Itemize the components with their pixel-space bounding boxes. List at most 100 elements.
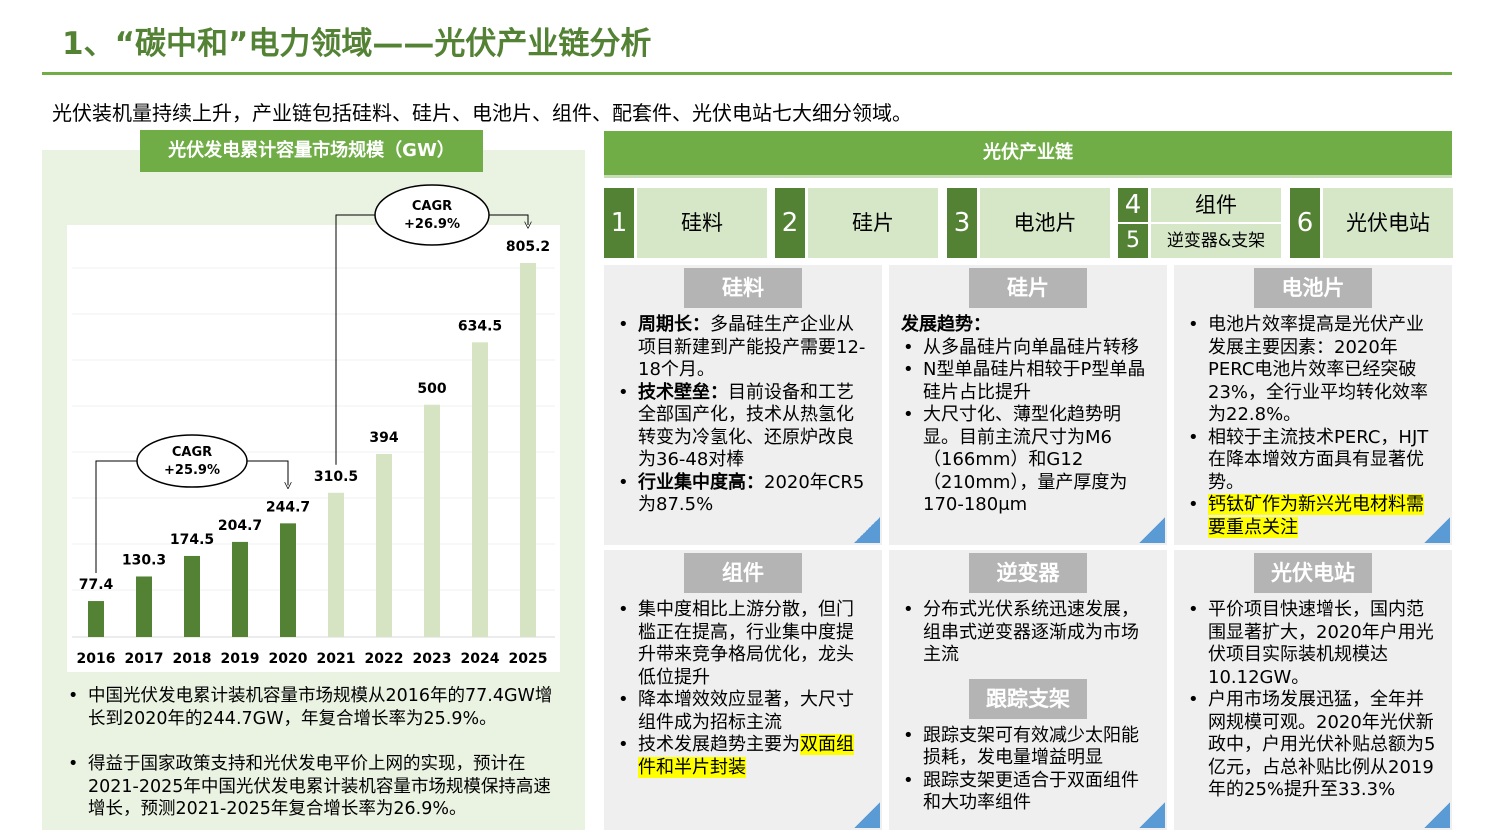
cagr-connector [95,460,137,574]
card-body: 电池片效率提高是光伏产业发展主要因素：2020年PERC电池片效率已经突破23%… [1174,308,1452,539]
bold-text: 行业集中度高： [638,471,764,493]
card-tab: 跟踪支架 [969,678,1087,719]
card-body: 发展趋势：从多晶硅片向单晶硅片转移N型单晶硅片相较于P型单晶硅片占比提升大尺寸化… [889,308,1167,517]
bar [424,404,440,637]
value-label: 244.7 [266,499,310,515]
value-label: 77.4 [79,577,114,593]
corner-triangle [1424,802,1450,828]
card: 逆变器分布式光伏系统迅速发展，组串式逆变器逐渐成为市场主流跟踪支架跟踪支架可有效… [889,550,1167,830]
card: 光伏电站平价项目快速增长，国内范围显著扩大，2020年户用光伏项目实际装机规模达… [1174,550,1452,830]
item-text: 目前设备和工艺全部国产化，技术从热氢化转变为冷氢化、还原炉改良为36-48对棒 [638,381,854,471]
step-number: 5 [1118,224,1148,258]
item-text: 从多晶硅片向单晶硅片转移 [923,336,1139,358]
bullet-item: 平价项目快速增长，国内范围显著扩大，2020年户用光伏项目实际装机规模达10.1… [1188,599,1440,689]
card: 电池片电池片效率提高是光伏产业发展主要因素：2020年PERC电池片效率已经突破… [1174,265,1452,545]
value-label: 174.5 [170,532,214,548]
bullet-item: 跟踪支架可有效减少太阳能损耗，发电量增益明显 [903,724,1155,770]
bar [520,262,536,637]
x-tick-label: 2024 [461,651,500,667]
chain-title: 光伏产业链 [604,131,1452,175]
bullet-item: 集中度相比上游分散，但门槛正在提高，行业集中度提升带来竞争格局优化，龙头低位提升 [618,599,870,689]
bullet-item: 行业集中度高：2020年CR5为87.5% [618,471,870,517]
cagr-value: +25.9% [164,463,220,478]
x-tick-label: 2022 [365,651,404,667]
card-body: 跟踪支架可有效减少太阳能损耗，发电量增益明显跟踪支架更适合于双面组件和大功率组件 [889,719,1167,815]
card-heading: 发展趋势： [901,314,991,335]
value-label: 500 [417,381,446,397]
step-label: 组件 [1151,188,1281,222]
item-text: 大尺寸化、薄型化趋势明显。目前主流尺寸为M6（166mm）和G12（210mm）… [923,404,1128,515]
bar [232,541,248,637]
item-text: 多晶硅生产企业从项目新建到产能投产需要12-18个月。 [638,314,866,380]
step-label: 硅料 [637,188,767,258]
item-text: 降本增效效应显著，大尺寸组件成为招标主流 [638,689,854,733]
bold-text: 周期长： [638,314,710,335]
corner-triangle [1139,802,1165,828]
bullet-item: 技术发展趋势主要为双面组件和半片封装 [618,734,870,779]
bar [88,601,104,637]
card-body: 集中度相比上游分散，但门槛正在提高，行业集中度提升带来竞争格局优化，龙头低位提升… [604,593,882,779]
item-text: 分布式光伏系统迅速发展，组串式逆变器逐渐成为市场主流 [923,599,1139,665]
cagr-title: CAGR [172,445,212,460]
corner-triangle [854,802,880,828]
step-number: 4 [1118,188,1148,222]
cagr-bubble [374,184,490,246]
value-label: 394 [369,430,398,446]
x-tick-label: 2023 [413,651,452,667]
step-number: 1 [604,188,634,258]
item-text: 平价项目快速增长，国内范围显著扩大，2020年户用光伏项目实际装机规模达10.1… [1208,599,1434,688]
card: 硅片发展趋势：从多晶硅片向单晶硅片转移N型单晶硅片相较于P型单晶硅片占比提升大尺… [889,265,1167,545]
cagr-bubble [136,434,248,488]
bullet-item: N型单晶硅片相较于P型单晶硅片占比提升 [903,359,1155,404]
item-text: N型单晶硅片相较于P型单晶硅片占比提升 [923,359,1146,403]
step-label: 逆变器&支架 [1151,224,1281,258]
step-number: 2 [775,188,805,258]
bullet-item: 钙钛矿作为新兴光电材料需要重点关注 [1188,494,1440,539]
corner-triangle [1139,517,1165,543]
card-tab: 光伏电站 [1254,553,1372,593]
card-tab: 逆变器 [969,553,1087,593]
card-tab: 组件 [684,553,802,593]
card-body: 分布式光伏系统迅速发展，组串式逆变器逐渐成为市场主流 [889,593,1167,667]
card-tab: 硅料 [684,268,802,308]
bullet-item: 户用市场发展迅猛，全年并网规模可观。2020年光伏新政中，户用光伏补贴总额为5亿… [1188,689,1440,802]
x-tick-label: 2017 [125,651,164,667]
value-label: 634.5 [458,318,502,334]
x-tick-label: 2016 [77,651,116,667]
item-text: 跟踪支架可有效减少太阳能损耗，发电量增益明显 [923,724,1139,769]
x-tick-label: 2019 [221,651,260,667]
step-number: 3 [947,188,977,258]
item-text: 技术发展趋势主要为 [638,734,800,755]
value-label: 805.2 [506,239,550,255]
bar [136,576,152,637]
item-text: 电池片效率提高是光伏产业发展主要因素：2020年PERC电池片效率已经突破23%… [1208,314,1429,425]
bullet-item: 大尺寸化、薄型化趋势明显。目前主流尺寸为M6（166mm）和G12（210mm）… [903,404,1155,517]
x-tick-label: 2025 [509,651,548,667]
value-label: 310.5 [314,469,358,485]
card: 硅料周期长：多晶硅生产企业从项目新建到产能投产需要12-18个月。技术壁垒：目前… [604,265,882,545]
step-number: 6 [1290,188,1320,258]
value-label: 204.7 [218,518,262,534]
step-label: 电池片 [980,188,1110,258]
item-text: 相较于主流技术PERC，HJT在降本增效方面具有显著优势。 [1208,426,1429,493]
step-label: 硅片 [808,188,938,258]
highlight-text: 钙钛矿作为新兴光电材料需要重点关注 [1208,494,1424,538]
card-body: 周期长：多晶硅生产企业从项目新建到产能投产需要12-18个月。技术壁垒：目前设备… [604,308,882,517]
corner-triangle [1424,517,1450,543]
bullet-item: 周期长：多晶硅生产企业从项目新建到产能投产需要12-18个月。 [618,314,870,382]
item-text: 跟踪支架更适合于双面组件和大功率组件 [923,769,1139,814]
item-text: 2020年CR5为87.5% [638,471,865,516]
card-tab: 硅片 [969,268,1087,308]
value-label: 130.3 [122,552,166,568]
title-rule [42,72,1452,75]
bullet-item: 技术壁垒：目前设备和工艺全部国产化，技术从热氢化转变为冷氢化、还原炉改良为36-… [618,381,870,472]
bullet-item: 分布式光伏系统迅速发展，组串式逆变器逐渐成为市场主流 [903,599,1155,667]
x-tick-label: 2020 [269,651,308,667]
note: 得益于国家政策支持和光伏发电平价上网的实现，预计在2021-2025年中国光伏发… [68,753,568,821]
chart-title: 光伏发电累计容量市场规模（GW） [140,130,483,172]
bullet-item: 相较于主流技术PERC，HJT在降本增效方面具有显著优势。 [1188,426,1440,495]
bold-text: 技术壁垒： [638,381,728,403]
slide-title: 1、“碳中和”电力领域——光伏产业链分析 [62,26,652,62]
